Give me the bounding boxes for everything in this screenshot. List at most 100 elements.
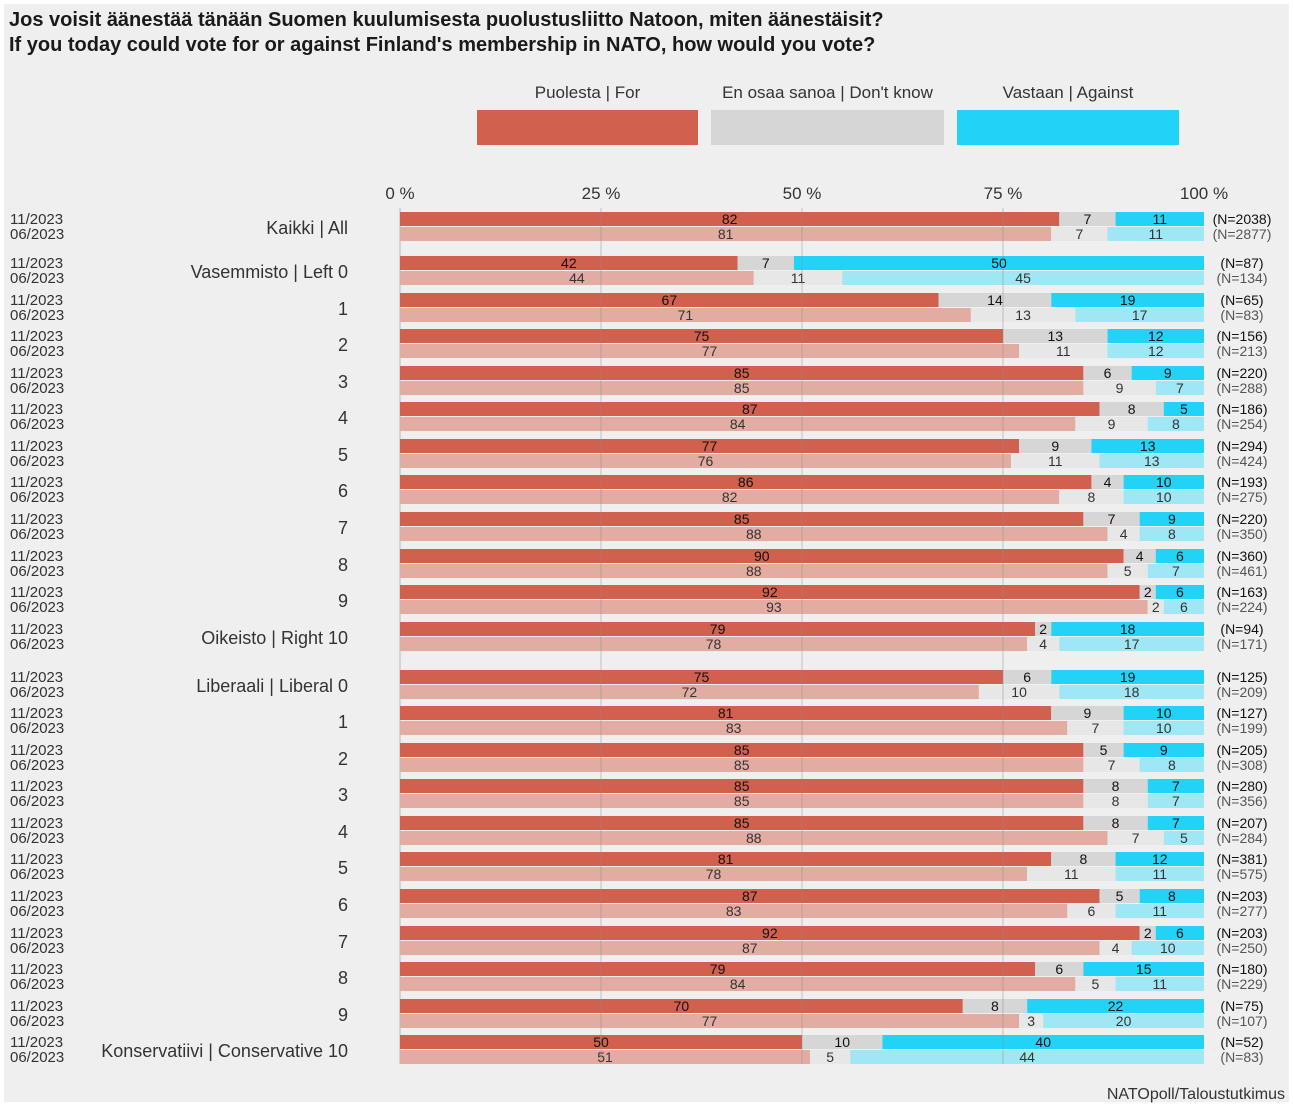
- data-label: 78: [706, 866, 722, 882]
- bar-for: [400, 439, 1020, 453]
- sample-size-label: (N=2038): [1213, 211, 1272, 227]
- data-label: 9: [1160, 742, 1168, 758]
- period-label: 06/2023: [10, 343, 64, 360]
- data-label: 10: [1156, 705, 1172, 721]
- bar-dontknow: [1019, 1014, 1044, 1028]
- category-label: 7: [338, 518, 348, 538]
- bar-dontknow: [1099, 889, 1140, 903]
- bar-against: [850, 1050, 1204, 1064]
- data-label: 12: [1148, 328, 1164, 344]
- data-label: 8: [1168, 888, 1176, 904]
- data-label: 10: [1156, 474, 1172, 490]
- bar-against: [842, 271, 1204, 285]
- data-label: 92: [762, 584, 778, 600]
- category-label: 2: [338, 749, 348, 769]
- bar-against: [1139, 512, 1204, 526]
- data-label: 9: [1108, 416, 1116, 432]
- sample-size-label: (N=254): [1217, 416, 1268, 432]
- category-label: Kaikki | All: [266, 218, 348, 238]
- sample-size-label: (N=207): [1217, 815, 1268, 831]
- sample-size-label: (N=203): [1217, 888, 1268, 904]
- bar-dontknow: [802, 1035, 883, 1049]
- data-label: 6: [1023, 669, 1031, 685]
- bar-against: [1107, 344, 1204, 358]
- sample-size-label: (N=294): [1217, 438, 1268, 454]
- bar-for: [400, 475, 1092, 489]
- bar-dontknow: [1107, 527, 1140, 541]
- row-group: Oikeisto | Right 10 11/2023 79 2 18 (N=94) 06/…: [10, 621, 1267, 653]
- period-label: 11/2023: [10, 328, 63, 345]
- period-label: 06/2023: [10, 793, 64, 810]
- data-label: 50: [593, 1034, 609, 1050]
- bar-dontknow: [1067, 721, 1124, 735]
- period-label: 11/2023: [10, 401, 63, 418]
- bar-against: [1155, 381, 1204, 395]
- bar-for: [400, 758, 1084, 772]
- data-label: 8: [1088, 489, 1096, 505]
- data-label: 82: [722, 211, 738, 227]
- sample-size-label: (N=275): [1217, 489, 1268, 505]
- bar-for: [400, 685, 979, 699]
- bar-dontknow: [1051, 227, 1108, 241]
- data-label: 83: [726, 720, 742, 736]
- sample-size-label: (N=156): [1217, 328, 1268, 344]
- bar-for: [400, 293, 939, 307]
- bar-dontknow: [1019, 439, 1092, 453]
- bar-against: [1147, 417, 1204, 431]
- data-label: 88: [746, 830, 762, 846]
- data-label: 9: [1164, 365, 1172, 381]
- bar-for: [400, 721, 1068, 735]
- data-label: 13: [1015, 307, 1031, 323]
- row-group: 6 11/2023 86 4 10 (N=193) 06/2023 82 8 10 (N=275): [10, 474, 1267, 506]
- data-label: 8: [1168, 526, 1176, 542]
- sample-size-label: (N=424): [1217, 453, 1268, 469]
- bar-dontknow: [1051, 852, 1116, 866]
- period-label: 11/2023: [10, 474, 63, 491]
- bar-against: [793, 256, 1204, 270]
- period-label: 11/2023: [10, 255, 63, 272]
- data-label: 50: [991, 255, 1007, 271]
- sample-size-label: (N=127): [1217, 705, 1268, 721]
- data-label: 85: [734, 511, 750, 527]
- period-label: 11/2023: [10, 1034, 63, 1051]
- data-label: 67: [662, 292, 678, 308]
- legend-swatch: [957, 110, 1179, 145]
- chart-subtitle: If you today could vote for or against F…: [9, 34, 875, 56]
- data-label: 84: [730, 976, 746, 992]
- bar-against: [1123, 721, 1204, 735]
- bar-for: [400, 600, 1148, 614]
- period-label: 11/2023: [10, 778, 63, 795]
- bar-for: [400, 622, 1036, 636]
- bar-against: [1075, 308, 1204, 322]
- period-label: 11/2023: [10, 705, 63, 722]
- bar-dontknow: [810, 1050, 851, 1064]
- period-label: 11/2023: [10, 621, 63, 638]
- bar-for: [400, 962, 1036, 976]
- category-label: 4: [338, 822, 348, 842]
- data-label: 44: [569, 270, 585, 286]
- bar-dontknow: [1027, 637, 1060, 651]
- bar-for: [400, 527, 1108, 541]
- bar-for: [400, 1014, 1020, 1028]
- category-label: 8: [338, 555, 348, 575]
- bar-against: [1027, 999, 1204, 1013]
- data-label: 6: [1055, 961, 1063, 977]
- data-label: 85: [734, 380, 750, 396]
- sample-size-label: (N=180): [1217, 961, 1268, 977]
- category-label: 8: [338, 968, 348, 988]
- bar-dontknow: [1099, 402, 1164, 416]
- data-label: 5: [1124, 563, 1132, 579]
- sample-size-label: (N=213): [1217, 343, 1268, 359]
- bar-for: [400, 490, 1060, 504]
- category-label: Vasemmisto | Left 0: [191, 262, 348, 282]
- bar-dontknow: [1091, 475, 1124, 489]
- row-group: 411/2023 85 8 7 (N=207)06/2023 88 7 5 (N=284): [10, 815, 1267, 847]
- data-label: 87: [742, 401, 758, 417]
- data-label: 81: [718, 705, 734, 721]
- period-label: 11/2023: [10, 292, 63, 309]
- bar-dontknow: [978, 685, 1060, 699]
- data-label: 6: [1088, 903, 1096, 919]
- period-label: 06/2023: [10, 684, 64, 701]
- bar-for: [400, 454, 1012, 468]
